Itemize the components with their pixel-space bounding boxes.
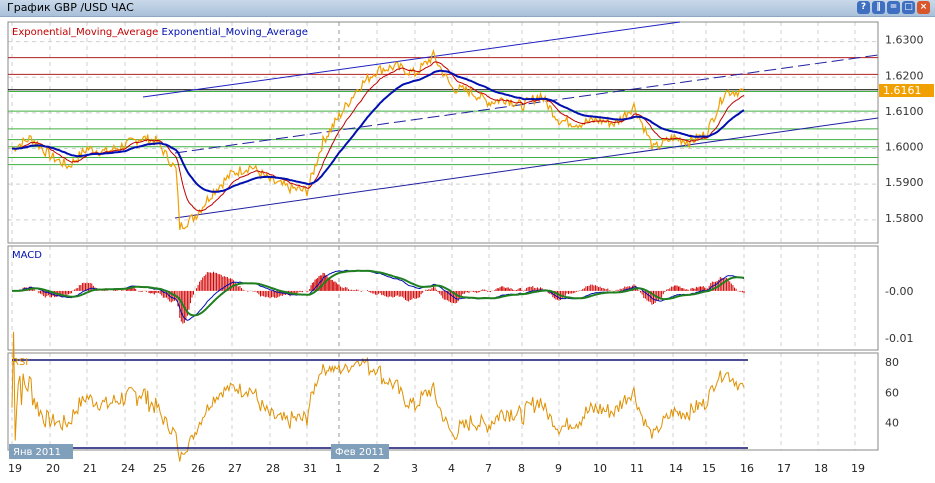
x-tick-label: 8 xyxy=(518,462,525,475)
x-tick-label: 19 xyxy=(8,462,22,475)
rsi-line xyxy=(11,331,745,462)
maximize-button[interactable]: □ xyxy=(902,1,915,14)
x-tick-label: 19 xyxy=(851,462,865,475)
y-tick-label: 1.6100 xyxy=(885,105,924,118)
month-label-feb-text: Фев 2011 xyxy=(335,447,384,458)
legend: Exponential_Moving_Average Exponential_M… xyxy=(12,27,308,38)
x-tick-label: 17 xyxy=(777,462,791,475)
rsi-tick-label: 40 xyxy=(885,417,899,430)
y-tick-label: 1.6300 xyxy=(885,34,924,47)
x-tick-label: 15 xyxy=(702,462,716,475)
current-price-badge xyxy=(879,84,934,97)
x-tick-label: 7 xyxy=(485,462,492,475)
x-tick-label: 20 xyxy=(46,462,60,475)
x-tick-label: 2 xyxy=(373,462,380,475)
x-tick-label: 26 xyxy=(191,462,205,475)
y-tick-label: 1.6000 xyxy=(885,141,924,154)
x-tick-label: 25 xyxy=(153,462,167,475)
middle-trendline[interactable] xyxy=(174,54,879,154)
lower-trendline[interactable] xyxy=(174,117,879,219)
macd-signal-line xyxy=(12,269,745,317)
x-tick-label: 31 xyxy=(303,462,317,475)
minimize-button[interactable]: = xyxy=(887,1,900,14)
rsi-tick-label: 80 xyxy=(885,356,899,369)
main-panel xyxy=(7,21,879,244)
macd-label: MACD xyxy=(12,250,42,261)
ema-fast-line xyxy=(11,61,745,212)
ema-slow-line xyxy=(12,69,745,193)
y-tick-label: 1.5900 xyxy=(885,176,924,189)
x-tick-label: 18 xyxy=(814,462,828,475)
close-button[interactable]: × xyxy=(917,1,930,14)
month-label-feb xyxy=(331,444,389,459)
help-button[interactable]: ? xyxy=(857,1,870,14)
x-tick-label: 9 xyxy=(555,462,562,475)
x-tick-label: 27 xyxy=(228,462,242,475)
rsi-label: RSI xyxy=(12,357,28,368)
x-tick-label: 11 xyxy=(630,462,644,475)
x-tick-label: 3 xyxy=(411,462,418,475)
upper-trendline[interactable] xyxy=(142,21,681,98)
y-tick-label: 1.5800 xyxy=(885,212,924,225)
rsi-panel xyxy=(7,352,879,451)
rsi-tick-label: 60 xyxy=(885,386,899,399)
macd-tick-label: -0.01 xyxy=(885,332,913,345)
macd-panel xyxy=(7,245,879,351)
tile-button[interactable]: ‖ xyxy=(872,1,885,14)
month-label-jan-text: Янв 2011 xyxy=(13,447,61,458)
x-tick-label: 28 xyxy=(266,462,280,475)
x-tick-label: 24 xyxy=(121,462,135,475)
current-price: 1.6161 xyxy=(883,84,922,97)
month-label-jan xyxy=(9,444,73,459)
x-tick-label: 4 xyxy=(448,462,455,475)
y-tick-label: 1.6200 xyxy=(885,69,924,82)
window-title: График GBP /USD ЧАС xyxy=(7,1,134,14)
window-titlebar: График GBP /USD ЧАС ? ‖ = □ × xyxy=(0,0,935,17)
x-tick-label: 14 xyxy=(669,462,683,475)
x-tick-label: 1 xyxy=(335,462,342,475)
x-tick-label: 16 xyxy=(740,462,754,475)
x-tick-label: 21 xyxy=(83,462,97,475)
macd-tick-label: -0.00 xyxy=(885,285,913,298)
x-tick-label: 10 xyxy=(593,462,607,475)
